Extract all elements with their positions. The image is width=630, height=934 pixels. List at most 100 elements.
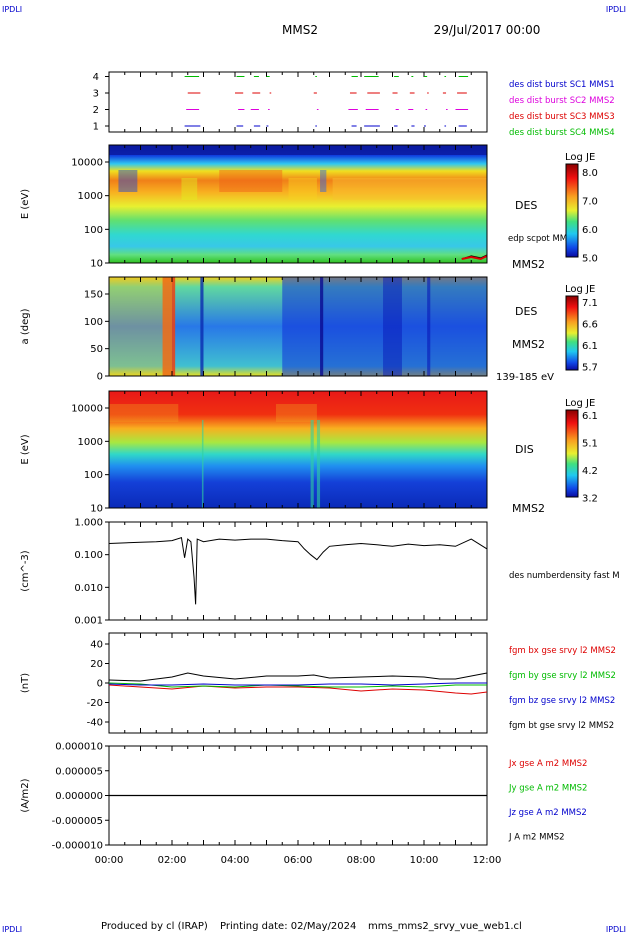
des-energy-sc-label: MMS2 xyxy=(512,258,545,271)
density-tick-label: 0.010 xyxy=(74,583,103,594)
bfield-series-line xyxy=(108,672,488,682)
des-energy-ylabel: E (eV) xyxy=(20,189,31,219)
des-energy-spectrogram xyxy=(109,145,487,263)
time-axis-tick-label: 02:00 xyxy=(158,855,187,866)
des-pitch-ylabel: a (deg) xyxy=(20,308,31,344)
des-pitch-tick-label: 100 xyxy=(84,317,103,328)
current-legend-entry: Jx gse A m2 MMS2 xyxy=(508,759,587,769)
spacecraft-title: MMS2 xyxy=(282,23,318,37)
bfield-tick-label: 40 xyxy=(90,640,103,651)
dis-energy-ylabel: E (eV) xyxy=(20,434,31,464)
scpot-line-red xyxy=(461,255,488,261)
dis-energy-colorbar-tick: 3.2 xyxy=(582,494,598,505)
density-tick-label: 0.001 xyxy=(74,616,103,627)
dis-energy-sc-label: MMS2 xyxy=(512,502,545,515)
scpot-label: edp scpot MMS2 xyxy=(508,234,578,244)
dis-energy-stripe xyxy=(201,420,204,508)
bfield-tick-label: -40 xyxy=(87,718,103,729)
density-series-line xyxy=(108,537,488,605)
des-pitch-colorbar-title: Log JE xyxy=(565,284,595,295)
dis-energy-spectrogram xyxy=(109,391,487,508)
dis-energy-colorbar-tick: 5.1 xyxy=(582,439,598,450)
current-legend-entry: J A m2 MMS2 xyxy=(508,833,565,843)
bfield-frame xyxy=(108,632,488,734)
bfield-tick-label: 0 xyxy=(97,679,103,690)
des-energy-colorbar-tick: 7.0 xyxy=(582,197,598,208)
footer-produced-by: Produced by cl (IRAP) xyxy=(101,921,208,932)
des-energy-tick-label: 10000 xyxy=(71,158,103,169)
current-legend-entry: Jy gse A m2 MMS2 xyxy=(508,784,587,794)
des-pitch-tick-label: 50 xyxy=(90,344,103,355)
bfield-tick-label: 20 xyxy=(90,659,103,670)
des-energy-colorbar-tick: 8.0 xyxy=(582,168,598,179)
current-tick-label: -0.000010 xyxy=(52,841,103,852)
current-ylabel: (A/m2) xyxy=(20,778,31,812)
des-energy-tick-label: 100 xyxy=(84,225,103,236)
des-energy-band xyxy=(332,178,487,200)
des-pitch-energy-range: 139-185 eV xyxy=(496,372,554,383)
dis-energy-instrument-label: DIS xyxy=(515,443,534,456)
des-energy-band xyxy=(219,170,283,192)
corner-label-top-right: IPDLI xyxy=(606,5,626,14)
des-pitch-tick-label: 150 xyxy=(84,290,103,301)
des-energy-colorbar xyxy=(565,163,579,258)
des-energy-colorbar-tick: 5.0 xyxy=(582,254,598,265)
des-pitch-band xyxy=(427,277,431,376)
current-tick-label: 0.000005 xyxy=(55,766,103,777)
corner-label-bottom-left: IPDLI xyxy=(2,925,22,934)
density-ylabel: (cm^-3) xyxy=(20,550,31,591)
dis-energy-tick-label: 10000 xyxy=(71,404,103,415)
bfield-series-line xyxy=(108,684,488,695)
dis-energy-band xyxy=(109,404,179,422)
bfield-series-line xyxy=(108,682,487,686)
time-axis-tick-label: 12:00 xyxy=(473,855,502,866)
dis-energy-stripe xyxy=(316,420,321,508)
des-energy-band xyxy=(288,178,317,200)
time-axis-tick-label: 00:00 xyxy=(95,855,124,866)
dis-energy-band xyxy=(275,404,317,422)
des-pitch-tick-label: 0 xyxy=(97,372,103,383)
current-tick-label: -0.000005 xyxy=(52,816,103,827)
des-pitch-colorbar xyxy=(565,295,579,371)
burst-panel-frame xyxy=(108,71,488,133)
des-energy-tick-label: 1000 xyxy=(78,191,103,202)
bfield-series-line xyxy=(108,682,487,688)
time-axis-tick-label: 08:00 xyxy=(347,855,376,866)
density-tick-label: 1.000 xyxy=(74,518,103,529)
des-energy-colorbar-title: Log JE xyxy=(565,152,595,163)
des-energy-band xyxy=(181,178,198,200)
bfield-tick-label: -20 xyxy=(87,698,103,709)
dis-energy-colorbar xyxy=(565,409,579,498)
time-axis-tick-label: 06:00 xyxy=(284,855,313,866)
corner-label-bottom-right: IPDLI xyxy=(606,925,626,934)
des-pitch-hot-band xyxy=(162,277,176,376)
dis-energy-tick-label: 1000 xyxy=(78,437,103,448)
des-pitch-colorbar-tick: 6.1 xyxy=(582,341,598,352)
bfield-legend-entry: fgm bz gse srvy l2 MMS2 xyxy=(509,696,615,706)
des-pitch-sc-label: MMS2 xyxy=(512,338,545,351)
burst-ytick-label: 1 xyxy=(93,122,99,133)
des-pitch-colorbar-tick: 6.6 xyxy=(582,320,598,331)
density-tick-label: 0.100 xyxy=(74,550,103,561)
des-energy-band xyxy=(118,170,138,192)
dis-energy-tick-label: 100 xyxy=(84,470,103,481)
dis-energy-colorbar-title: Log JE xyxy=(565,398,595,409)
burst-legend-entry: des dist burst SC1 MMS1 xyxy=(509,80,615,90)
des-pitch-colorbar-tick: 5.7 xyxy=(582,363,598,374)
time-axis-tick-label: 10:00 xyxy=(410,855,439,866)
burst-legend-entry: des dist burst SC2 MMS2 xyxy=(509,96,615,106)
bfield-ylabel: (nT) xyxy=(20,673,31,693)
des-energy-tick-label: 10 xyxy=(90,259,103,270)
des-energy-band xyxy=(320,170,327,192)
burst-ytick-label: 3 xyxy=(93,89,99,100)
current-legend-entry: Jz gse A m2 MMS2 xyxy=(508,808,587,818)
bfield-legend-entry: fgm bt gse srvy l2 MMS2 xyxy=(509,721,614,731)
des-pitch-colorbar-tick: 7.1 xyxy=(582,298,598,309)
des-pitch-warm-region xyxy=(109,277,172,376)
corner-label-top-left: IPDLI xyxy=(2,5,22,14)
dis-energy-colorbar-tick: 6.1 xyxy=(582,411,598,422)
density-legend-entry: des numberdensity fast M xyxy=(509,571,620,581)
dis-energy-tick-label: 10 xyxy=(90,504,103,515)
dis-energy-stripe xyxy=(310,420,314,508)
